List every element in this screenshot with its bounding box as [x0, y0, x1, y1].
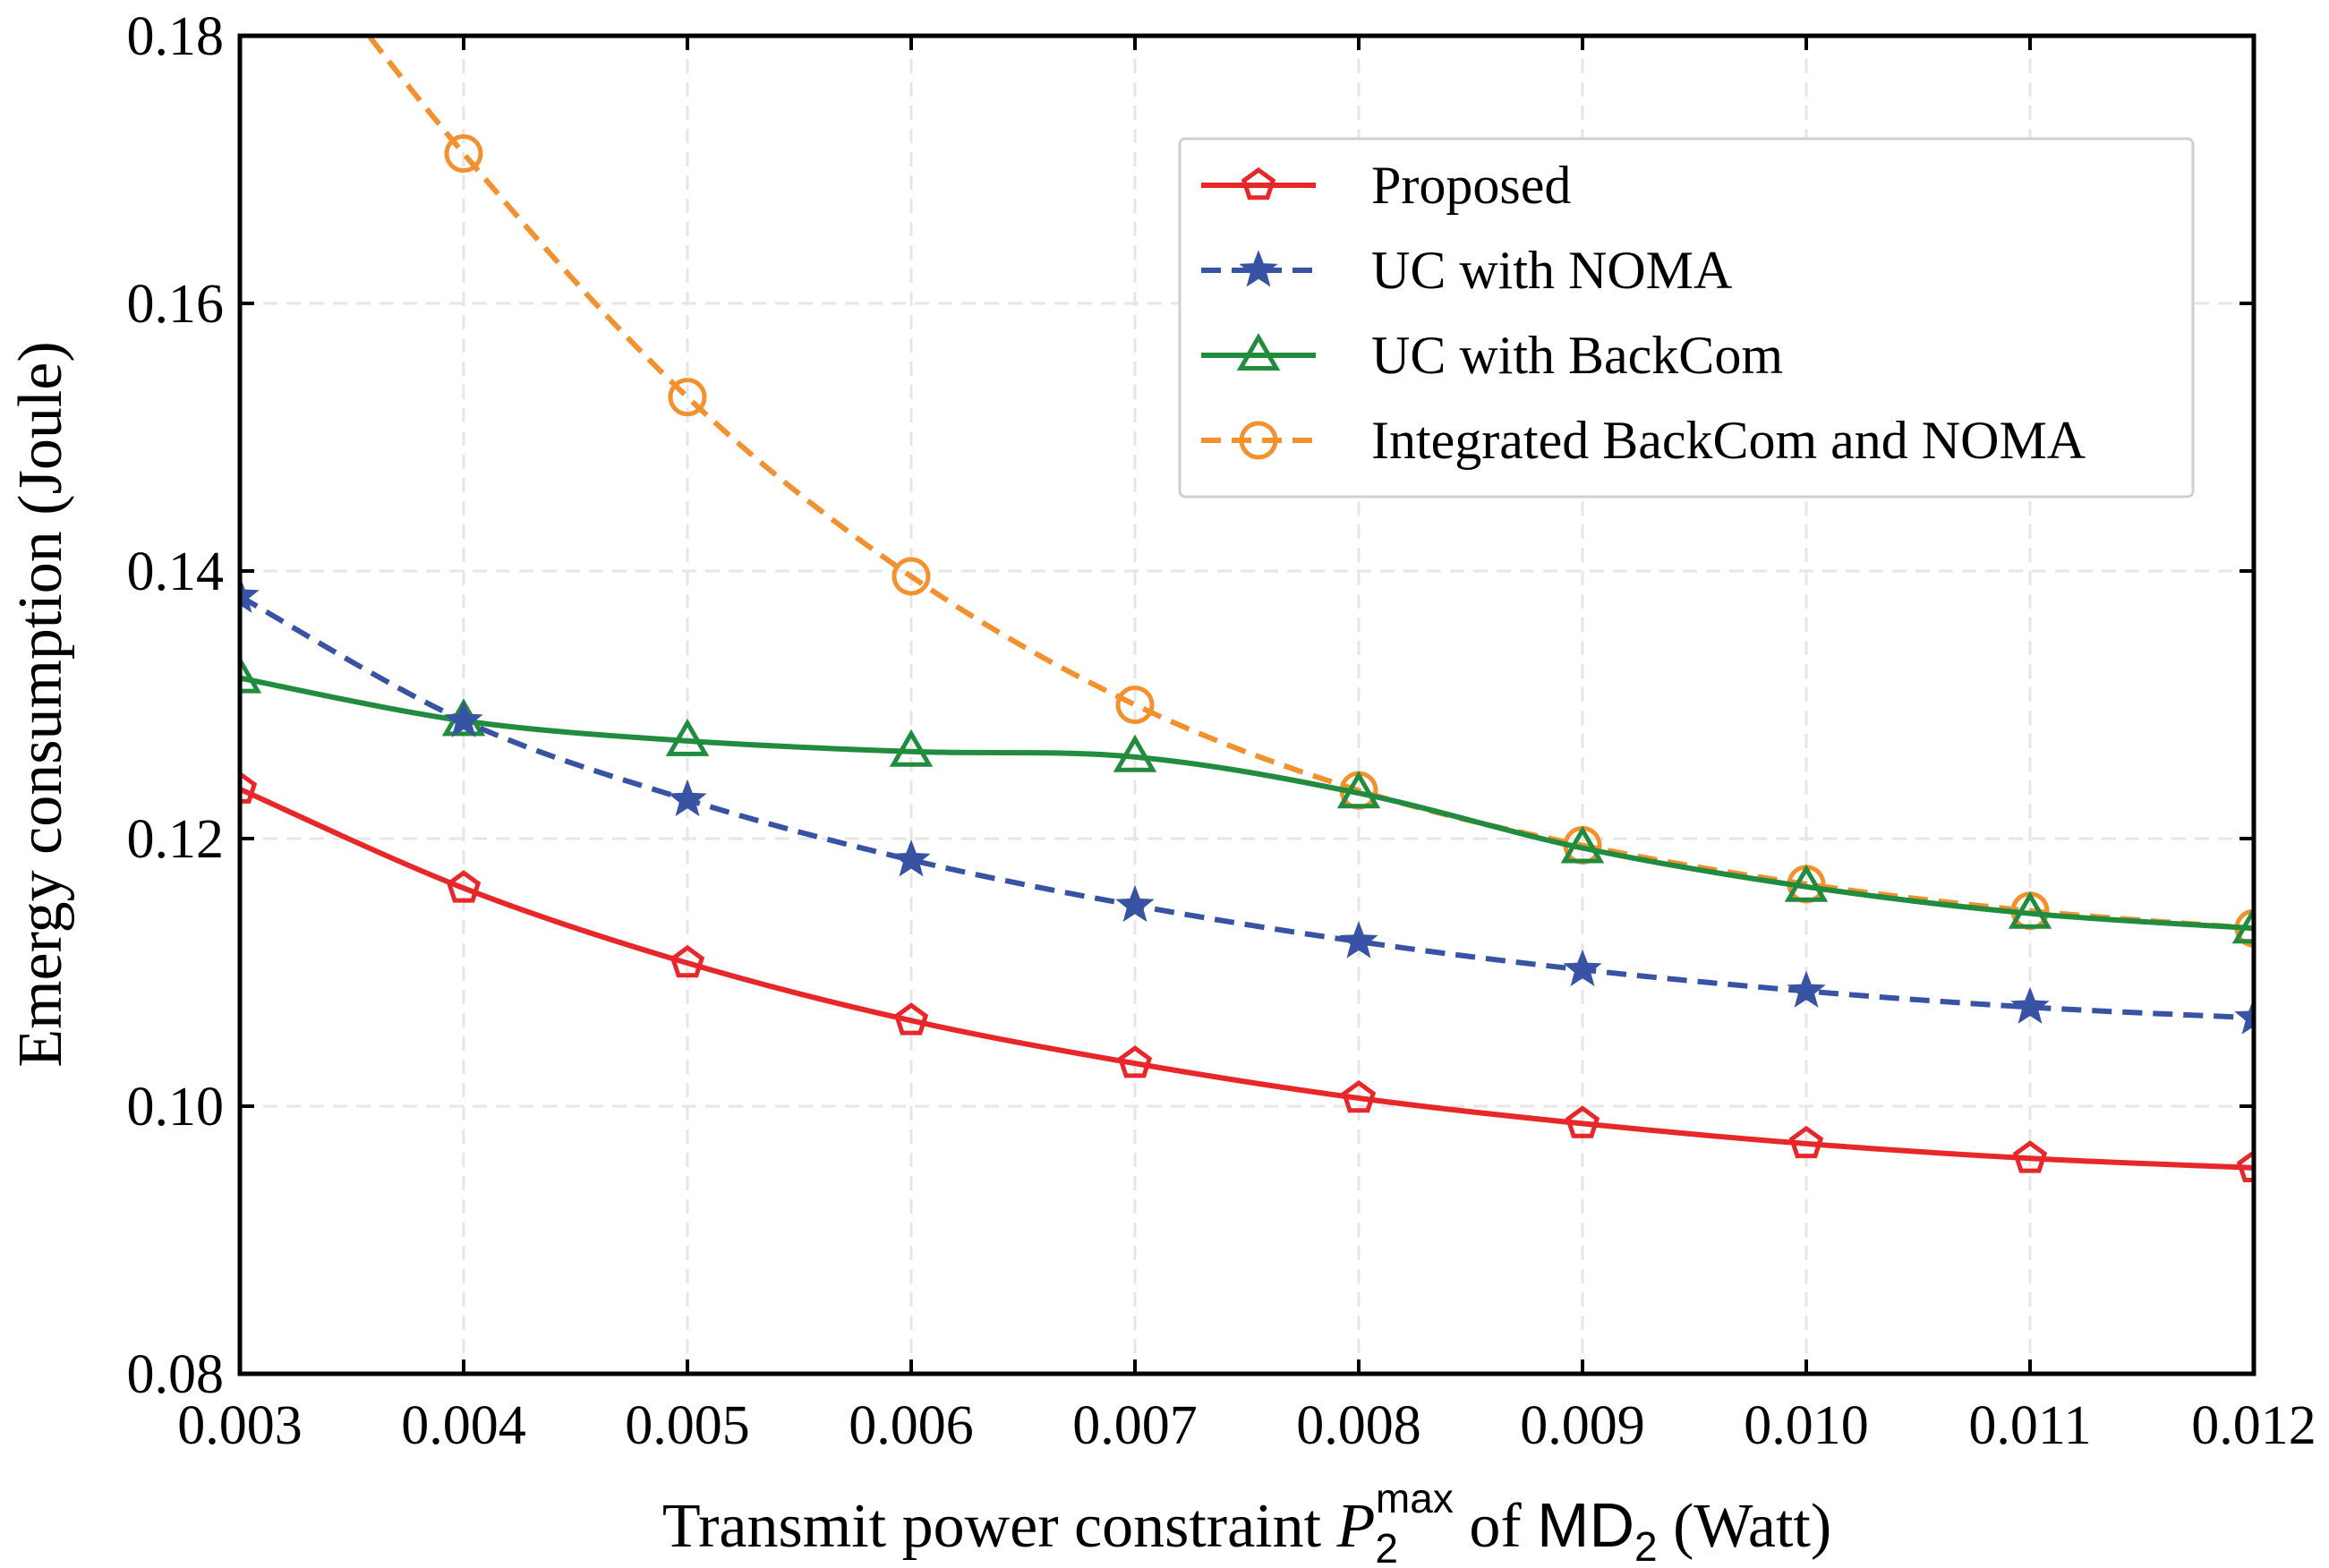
- x-tick-label: 0.004: [401, 1395, 526, 1456]
- legend-marker: [1239, 421, 1278, 460]
- legend-label: UC with NOMA: [1371, 241, 1732, 300]
- x-tick-labels: 0.003 0.004 0.005 0.006 0.007 0.008 0.009 0.010…: [177, 1395, 2316, 1456]
- data-point: [892, 557, 931, 596]
- y-tick-label: 0.12: [127, 809, 225, 870]
- data-point: [1341, 1079, 1377, 1113]
- data-point: [670, 944, 705, 978]
- x-tick-label: 0.006: [849, 1395, 974, 1456]
- x-tick-label: 0.008: [1296, 1395, 1421, 1456]
- y-tick-label: 0.08: [127, 1344, 225, 1405]
- axis-ticks: [238, 34, 2256, 1376]
- data-point: [889, 729, 934, 767]
- y-tick-label: 0.16: [127, 274, 225, 335]
- legend-label: Integrated BackCom and NOMA: [1371, 411, 2086, 470]
- data-point: [1115, 686, 1155, 724]
- legend-marker: [1236, 332, 1281, 371]
- data-point: [893, 1002, 929, 1035]
- data-point: [2231, 906, 2254, 944]
- data-point: [2008, 891, 2052, 929]
- legend-label: Proposed: [1371, 156, 1571, 215]
- y-axis-title: Emergy consumption (Joule): [6, 341, 75, 1067]
- series-layer: [240, 36, 2254, 1182]
- data-point: [1565, 1105, 1600, 1138]
- data-point: [665, 718, 710, 756]
- series-line: [240, 786, 2254, 1171]
- legend-item-integrated-backcom-and-noma: Integrated BackCom and NOMA: [1201, 411, 2086, 470]
- plot-frame: [237, 33, 2256, 1376]
- data-point: [892, 839, 931, 877]
- data-point: [2010, 986, 2050, 1024]
- data-point: [1560, 825, 1605, 864]
- legend-item-proposed: Proposed: [1201, 156, 1571, 215]
- x-tick-label: 0.009: [1520, 1395, 1645, 1456]
- legend: Proposed UC with NOMA UC with BackCom Integ…: [1178, 137, 2195, 499]
- data-point: [444, 134, 483, 174]
- y-tick-labels: 0.08 0.10 0.12 0.14 0.16 0.18: [127, 6, 225, 1405]
- data-point: [240, 655, 262, 694]
- series-line: [365, 36, 2254, 932]
- data-point: [1787, 970, 1826, 1008]
- y-tick-label: 0.10: [127, 1077, 225, 1138]
- data-point: [1113, 734, 1157, 772]
- data-point: [240, 575, 260, 613]
- series-proposed: [240, 771, 2254, 1182]
- data-point: [668, 779, 707, 817]
- x-tick-label: 0.003: [177, 1395, 303, 1456]
- x-tick-label: 0.012: [2191, 1395, 2316, 1456]
- data-point: [1784, 864, 1829, 902]
- legend-label: UC with BackCom: [1371, 326, 1783, 385]
- series-line: [240, 593, 2254, 1021]
- legend-box: [1178, 137, 2195, 499]
- x-tick-label: 0.011: [1968, 1395, 2091, 1456]
- data-point: [240, 771, 258, 804]
- data-point: [2234, 997, 2254, 1035]
- data-point: [668, 378, 707, 417]
- data-point: [446, 870, 482, 903]
- x-tick-label: 0.005: [625, 1395, 750, 1456]
- x-axis-title: Transmit power constraint P2max of MD2 (…: [662, 1475, 1831, 1568]
- legend-marker: [1241, 166, 1276, 200]
- y-tick-label: 0.18: [127, 6, 225, 67]
- data-point: [444, 700, 483, 737]
- legend-marker: [1239, 250, 1278, 287]
- series-uc-with-noma: [240, 575, 2254, 1035]
- data-point: [2236, 1149, 2254, 1182]
- series-line: [240, 675, 2254, 932]
- y-tick-label: 0.14: [127, 541, 225, 602]
- data-point: [1115, 884, 1155, 923]
- data-point: [1336, 771, 1381, 809]
- data-point: [1788, 1125, 1824, 1159]
- data-point: [1117, 1045, 1153, 1078]
- data-point: [1563, 949, 1602, 986]
- legend-item-uc-with-noma: UC with NOMA: [1201, 241, 1732, 300]
- x-tick-label: 0.010: [1744, 1395, 1869, 1456]
- data-point: [2012, 1140, 2048, 1173]
- legend-item-uc-with-backcom: UC with BackCom: [1201, 326, 1783, 385]
- data-point: [1339, 921, 1378, 959]
- x-tick-label: 0.007: [1072, 1395, 1198, 1456]
